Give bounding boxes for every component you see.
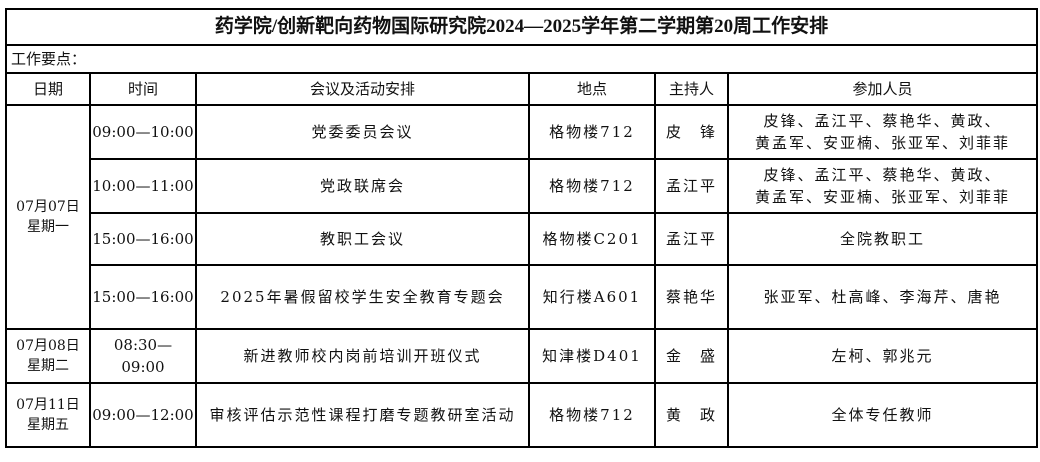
attendees-cell: 全体专任教师 [727, 382, 1038, 448]
activity-cell: 审核评估示范性课程打磨专题教研室活动 [195, 382, 530, 448]
header-time: 时间 [89, 72, 197, 106]
time-cell: 15:00—16:00 [89, 212, 197, 266]
time-cell: 09:00—12:00 [89, 382, 197, 448]
activity-cell: 党委委员会议 [195, 104, 530, 160]
attendees-cell: 张亚军、杜高峰、李海芹、唐艳 [727, 264, 1038, 330]
table-row: 10:00—11:00 党政联席会 格物楼712 孟江平 皮锋、孟江平、蔡艳华、黄政、黄… [6, 158, 1038, 214]
table-row: 15:00—16:00 教职工会议 格物楼C201 孟江平 全院教职工 [6, 212, 1038, 266]
date: 07月08日 [16, 338, 80, 354]
host-cell: 黄 政 [654, 382, 729, 448]
date-cell: 07月08日 星期二 [5, 328, 91, 384]
time-cell: 15:00—16:00 [89, 264, 197, 330]
header-host: 主持人 [654, 72, 729, 106]
attendees-cell: 全院教职工 [727, 212, 1038, 266]
work-points-label: 工作要点： [5, 44, 1038, 74]
place-cell: 格物楼712 [528, 158, 656, 214]
date: 07月07日 [16, 199, 80, 215]
host-cell: 金 盛 [654, 328, 729, 384]
activity-cell: 新进教师校内岗前培训开班仪式 [195, 328, 530, 384]
attendees-cell: 皮锋、孟江平、蔡艳华、黄政、 黄孟军、安亚楠、张亚军、刘菲菲 [727, 104, 1038, 160]
activity-cell: 党政联席会 [195, 158, 530, 214]
date-cell: 07月07日 星期一 [5, 104, 91, 330]
header-attendees: 参加人员 [727, 72, 1038, 106]
attendees-line: 黄孟军、安亚楠、张亚军、刘菲菲 [754, 188, 1010, 206]
place-cell: 知行楼A601 [528, 264, 656, 330]
table-row: 07月08日 星期二 08:30— 09:00 新进教师校内岗前培训开班仪式 知津楼D4… [5, 328, 1038, 384]
attendees-cell: 皮锋、孟江平、蔡艳华、黄政、 黄孟军、安亚楠、张亚军、刘菲菲 [727, 158, 1038, 214]
date-cell: 07月11日 星期五 [5, 382, 91, 448]
header-date: 日期 [5, 72, 91, 106]
header-activity: 会议及活动安排 [195, 72, 530, 106]
host-cell: 皮 锋 [654, 104, 729, 160]
table-row: 15:00—16:00 2025年暑假留校学生安全教育专题会 知行楼A601 蔡艳华 张… [6, 264, 1038, 330]
table-row: 07月11日 星期五 09:00—12:00 审核评估示范性课程打磨专题教研室活动 格物… [5, 382, 1038, 448]
weekday: 星期五 [27, 417, 69, 433]
place-cell: 格物楼712 [528, 104, 656, 160]
time-cell: 09:00—10:00 [89, 104, 197, 160]
place-cell: 知津楼D401 [528, 328, 656, 384]
activity-cell: 2025年暑假留校学生安全教育专题会 [195, 264, 530, 330]
place-cell: 格物楼C201 [528, 212, 656, 266]
attendees-line: 皮锋、孟江平、蔡艳华、黄政、 [763, 112, 1002, 130]
header-place: 地点 [528, 72, 656, 106]
host-cell: 孟江平 [654, 158, 729, 214]
attendees-cell: 左柯、郭兆元 [727, 328, 1038, 384]
header-row: 日期 时间 会议及活动安排 地点 主持人 参加人员 [5, 72, 1038, 106]
attendees-line: 皮锋、孟江平、蔡艳华、黄政、 [763, 166, 1002, 184]
time-cell: 08:30— 09:00 [89, 328, 197, 384]
table-row: 07月07日 星期一 09:00—10:00 党委委员会议 格物楼712 皮 锋皮锋、孟江… [5, 104, 1038, 330]
activity-cell: 教职工会议 [195, 212, 530, 266]
attendees-line: 张亚军、杜高峰、李海芹、唐艳 [763, 288, 1002, 306]
attendees-line: 全院教职工 [839, 230, 925, 248]
time-cell: 10:00—11:00 [89, 158, 197, 214]
attendees-line: 全体专任教师 [831, 406, 934, 424]
schedule-table: 药学院/创新靶向药物国际研究院2024—2025学年第二学期第20周工作安排 工… [5, 8, 1038, 448]
host-cell: 孟江平 [654, 212, 729, 266]
attendees-line: 黄孟军、安亚楠、张亚军、刘菲菲 [754, 134, 1010, 152]
date: 07月11日 [16, 397, 80, 413]
page-title: 药学院/创新靶向药物国际研究院2024—2025学年第二学期第20周工作安排 [5, 8, 1038, 46]
attendees-line: 左柯、郭兆元 [831, 347, 934, 365]
host-cell: 蔡艳华 [654, 264, 729, 330]
weekday: 星期二 [27, 358, 69, 374]
place-cell: 格物楼712 [528, 382, 656, 448]
weekday: 星期一 [27, 219, 69, 235]
